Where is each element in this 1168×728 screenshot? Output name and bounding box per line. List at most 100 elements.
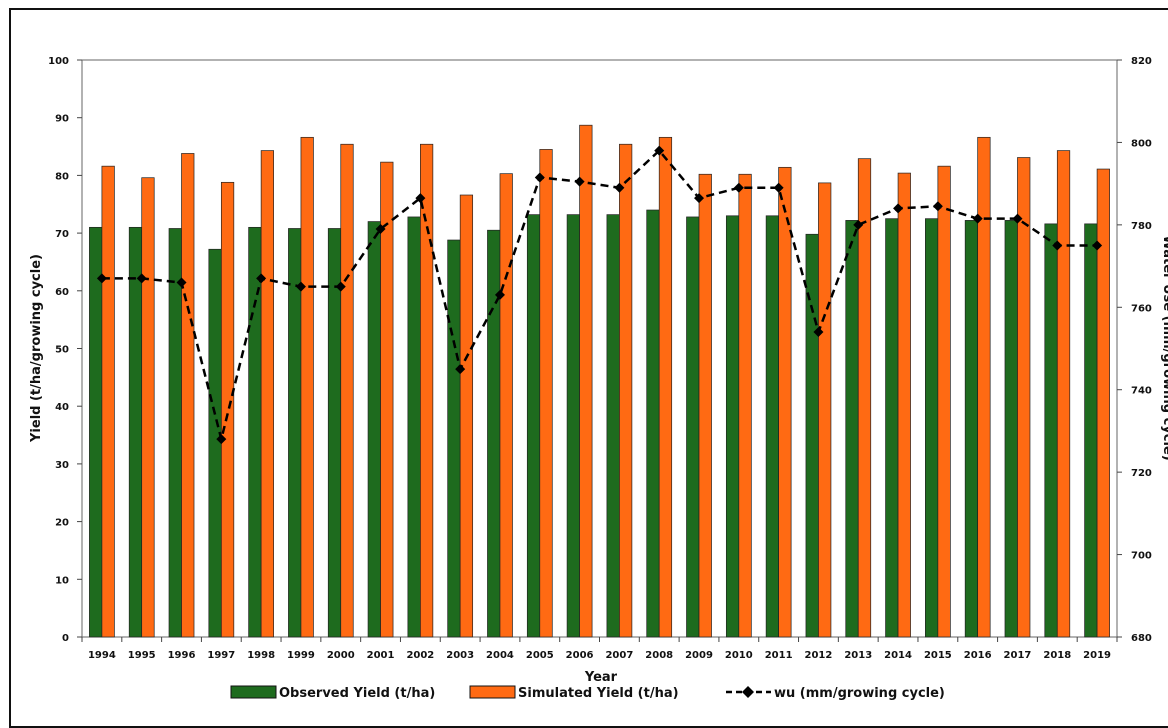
y2-tick-label: 780 [1131, 221, 1152, 232]
simulated-yield-bar [420, 143, 434, 638]
simulated-yield-bar [1056, 150, 1071, 638]
wu-point [1052, 240, 1063, 251]
simulated-yield-bar [499, 173, 513, 638]
y-tick-label: 80 [55, 171, 69, 182]
simulated-yield-bar [300, 136, 314, 638]
observed-yield-bar [1044, 223, 1058, 638]
observed-yield-bar [526, 214, 541, 638]
simulated-yield-bar [1017, 157, 1031, 638]
wu-point [216, 434, 227, 445]
x-axis: 1994 1995 1996 1997 1998 1999 2000 2001 2002 2003… [81, 637, 1118, 661]
x-tick-label: 1994 [88, 650, 116, 661]
x-tick-label: 1997 [207, 650, 235, 661]
simulated-yield-bar [857, 158, 872, 638]
simulated-yield-bar [1096, 168, 1110, 638]
wu-point [574, 176, 585, 187]
y-tick-label: 50 [55, 345, 69, 356]
line-series [96, 145, 1103, 445]
observed-yield-bar [925, 218, 939, 638]
y2-tick-label: 820 [1131, 56, 1152, 67]
simulated-yield-bar [738, 173, 752, 638]
x-axis-title: Year [584, 670, 618, 685]
wu-point [136, 273, 147, 284]
wu-point [932, 201, 943, 212]
x-tick-label: 2007 [605, 650, 633, 661]
x-tick-label: 2011 [765, 650, 793, 661]
simulated-yield-bar [619, 143, 633, 638]
y-axis-right: 680 700 720 740 760 780 800 820 [1117, 56, 1152, 644]
simulated-yield-bar [698, 173, 712, 638]
y2-tick-label: 760 [1131, 303, 1152, 314]
simulated-yield-bar [897, 172, 911, 638]
observed-yield-bar [1084, 223, 1098, 638]
x-tick-label: 2017 [1004, 650, 1032, 661]
observed-yield-bar [765, 215, 779, 638]
wu-point [813, 327, 824, 338]
wu-point [534, 172, 545, 183]
simulated-yield-bar [181, 153, 195, 638]
x-tick-label: 1998 [247, 650, 275, 661]
observed-yield-bar [367, 221, 381, 638]
x-tick-label: 2003 [446, 650, 474, 661]
wu-point [256, 273, 267, 284]
x-tick-label: 2009 [685, 650, 713, 661]
x-tick-label: 1995 [128, 650, 156, 661]
legend: Observed Yield (t/ha) Simulated Yield (t… [230, 685, 945, 701]
observed-yield-bar [964, 220, 979, 638]
wu-point [972, 213, 983, 224]
simulated-yield-bar [937, 165, 951, 638]
x-tick-label: 2008 [645, 650, 673, 661]
wu-point [694, 193, 705, 204]
legend-label-wu: wu (mm/growing cycle) [774, 686, 945, 701]
simulated-yield-bar [977, 136, 991, 638]
wu-point [893, 203, 904, 214]
simulated-yield-bar [459, 194, 474, 638]
x-tick-label: 2012 [805, 650, 833, 661]
x-tick-label: 2014 [884, 650, 912, 661]
observed-yield-bar [566, 214, 580, 638]
y2-tick-label: 740 [1131, 386, 1152, 397]
wu-point [295, 281, 306, 292]
observed-yield-bar [845, 220, 859, 638]
simulated-yield-bar [220, 181, 235, 638]
wu-point [176, 277, 187, 288]
wu-point [853, 219, 864, 230]
wu-point [733, 182, 744, 193]
wu-point [335, 281, 346, 292]
y2-tick-label: 700 [1131, 551, 1152, 562]
observed-yield-bar [1004, 220, 1018, 638]
legend-label-observed: Observed Yield (t/ha) [279, 686, 435, 701]
wu-point [415, 193, 426, 204]
observed-yield-bar [407, 216, 421, 638]
bar-series [89, 124, 1110, 638]
legend-swatch-simulated [469, 685, 516, 699]
y-axis-left: 0 10 20 30 40 50 60 70 80 90 100 [48, 56, 82, 644]
wu-point [494, 289, 505, 300]
wu-point [1092, 240, 1103, 251]
y-tick-label: 60 [55, 287, 69, 298]
legend-label-simulated: Simulated Yield (t/ha) [518, 686, 679, 701]
legend-swatch-observed [230, 685, 277, 699]
observed-yield-bar [447, 239, 461, 638]
y-tick-label: 90 [55, 114, 69, 125]
simulated-yield-bar [539, 149, 553, 638]
wu-point [96, 273, 107, 284]
observed-yield-bar [686, 216, 700, 638]
x-tick-label: 2002 [406, 650, 434, 661]
observed-yield-bar [606, 214, 620, 638]
simulated-yield-bar [579, 124, 593, 638]
observed-yield-bar [89, 226, 103, 638]
x-tick-label: 1999 [287, 650, 315, 661]
x-tick-label: 2006 [566, 650, 594, 661]
x-tick-label: 2000 [327, 650, 355, 661]
x-tick-label: 2001 [367, 650, 395, 661]
legend-marker-wu [742, 686, 754, 698]
simulated-yield-bar [340, 143, 354, 638]
x-tick-label: 2015 [924, 650, 952, 661]
wu-point [614, 182, 625, 193]
y-tick-label: 40 [55, 402, 69, 413]
y-tick-label: 100 [48, 56, 69, 67]
simulated-yield-bar [260, 150, 274, 638]
observed-yield-bar [725, 215, 740, 638]
